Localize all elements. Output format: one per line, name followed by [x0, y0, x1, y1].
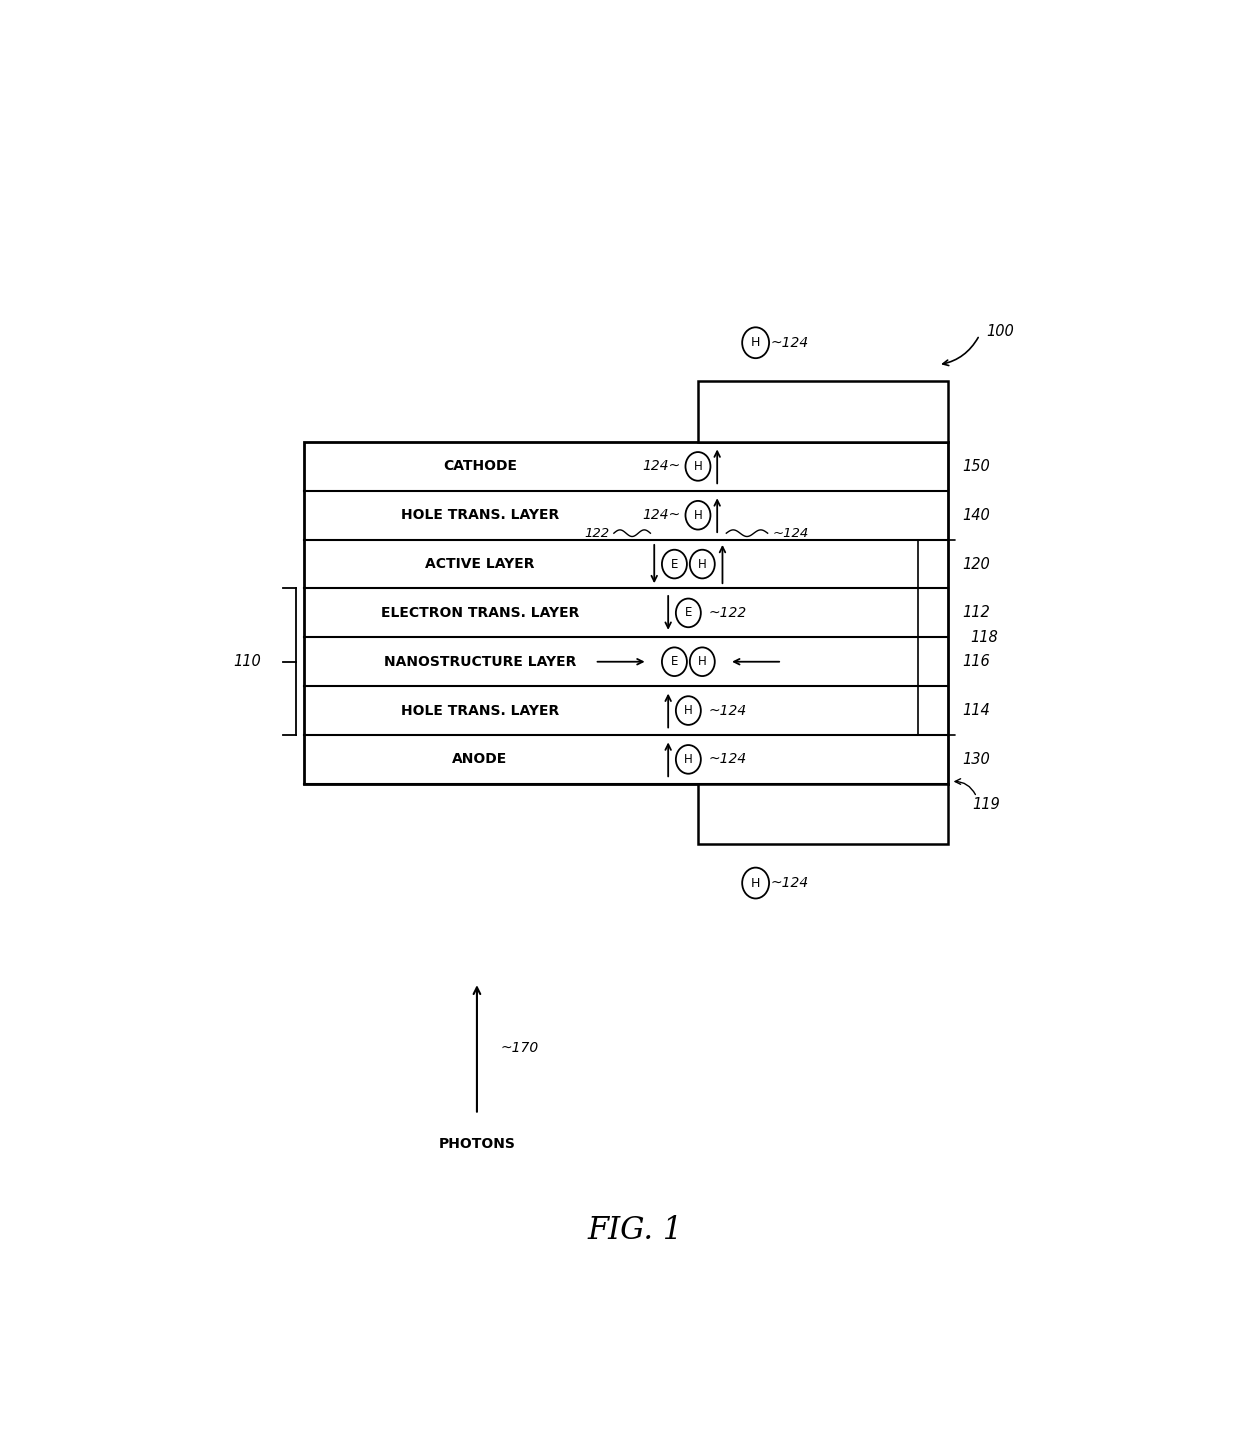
Text: 120: 120 [962, 557, 990, 571]
Text: ~124: ~124 [708, 752, 746, 766]
Text: ~124: ~124 [771, 335, 810, 349]
Text: H: H [698, 557, 707, 570]
Text: FIG. 1: FIG. 1 [588, 1214, 683, 1246]
Text: H: H [751, 876, 760, 889]
Bar [304, 442, 947, 783]
Bar [698, 783, 947, 845]
Text: 118: 118 [970, 630, 998, 644]
Text: 124~: 124~ [642, 460, 681, 474]
Text: ~170: ~170 [501, 1041, 539, 1055]
Text: 110: 110 [233, 654, 260, 669]
Text: ~122: ~122 [708, 606, 746, 620]
Text: 124~: 124~ [642, 508, 681, 523]
Text: E: E [671, 557, 678, 570]
Text: H: H [693, 508, 702, 521]
Text: HOLE TRANS. LAYER: HOLE TRANS. LAYER [401, 703, 559, 717]
Text: ELECTRON TRANS. LAYER: ELECTRON TRANS. LAYER [381, 606, 579, 620]
Text: HOLE TRANS. LAYER: HOLE TRANS. LAYER [401, 508, 559, 523]
Text: E: E [671, 656, 678, 669]
Text: ~124: ~124 [708, 703, 746, 717]
Text: ~124: ~124 [773, 527, 808, 540]
Text: ANODE: ANODE [453, 752, 507, 766]
Text: NANOSTRUCTURE LAYER: NANOSTRUCTURE LAYER [383, 654, 577, 669]
Text: H: H [684, 753, 693, 766]
Text: H: H [684, 705, 693, 717]
Text: H: H [751, 337, 760, 349]
Text: ACTIVE LAYER: ACTIVE LAYER [425, 557, 534, 571]
Text: 122: 122 [584, 527, 609, 540]
Text: 112: 112 [962, 606, 990, 620]
Text: E: E [684, 606, 692, 620]
Text: H: H [698, 656, 707, 669]
Text: PHOTONS: PHOTONS [439, 1137, 516, 1151]
Text: CATHODE: CATHODE [443, 460, 517, 474]
Text: 150: 150 [962, 458, 990, 474]
Text: 140: 140 [962, 508, 990, 523]
Text: H: H [693, 460, 702, 473]
Text: 116: 116 [962, 654, 990, 669]
Text: 130: 130 [962, 752, 990, 768]
Text: 114: 114 [962, 703, 990, 717]
Text: 100: 100 [986, 324, 1014, 339]
Text: 119: 119 [972, 798, 999, 812]
Bar [698, 381, 947, 442]
Text: ~124: ~124 [771, 876, 810, 891]
